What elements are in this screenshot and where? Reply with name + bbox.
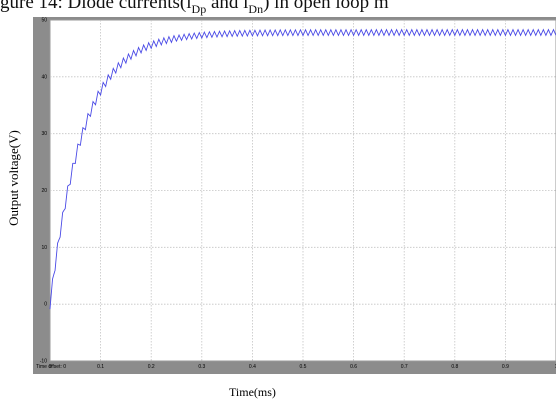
x-tick-label: 0.5 (300, 364, 307, 370)
time-offset-label: Time offset: 0 (36, 364, 67, 370)
y-axis-label: Output voltage(V) (6, 130, 21, 226)
y-tick-label: 20 (41, 188, 47, 194)
x-axis-label: Time(ms) (229, 385, 276, 399)
voltage-plot: 00.10.20.30.40.50.60.70.80.91-1001020304… (40, 18, 556, 370)
x-tick-label: 1 (555, 364, 556, 370)
y-tick-label: 30 (41, 131, 47, 137)
x-tick-label: 0.9 (502, 364, 509, 370)
x-tick-label: 0 (49, 364, 52, 370)
x-tick-label: 0.4 (249, 364, 256, 370)
y-tick-label: 50 (41, 18, 47, 24)
x-tick-label: 0.6 (350, 364, 357, 370)
figure-caption: gure 14: Diode currents(iDp and iDn) in … (0, 0, 389, 16)
x-tick-label: 0.8 (451, 364, 458, 370)
x-tick-label: 0.1 (97, 364, 104, 370)
y-tick-label: -10 (40, 359, 47, 365)
y-tick-label: 0 (44, 302, 47, 308)
y-tick-label: 10 (41, 245, 47, 251)
y-tick-label: 40 (41, 74, 47, 80)
output-voltage-line (49, 28, 556, 310)
x-tick-label: 0.7 (401, 364, 408, 370)
x-tick-label: 0.3 (198, 364, 205, 370)
x-tick-label: 0.2 (148, 364, 155, 370)
